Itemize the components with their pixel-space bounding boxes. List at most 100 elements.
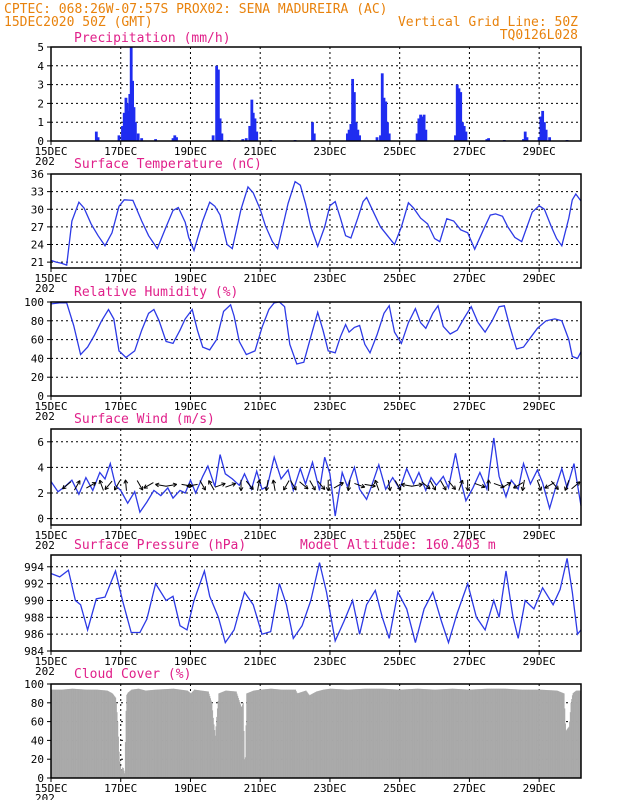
precip-bar: [522, 139, 525, 141]
precip-bar: [248, 125, 252, 141]
cloud-cover-column: [185, 690, 187, 778]
cloud-cover-column: [387, 689, 389, 778]
cloud-cover-column: [299, 692, 301, 778]
xtick-label: 21DEC: [244, 400, 277, 413]
cloud-cover-column: [96, 689, 98, 778]
ytick-label: 36: [31, 168, 44, 181]
cloud-cover-column: [459, 689, 461, 778]
cloud-cover-column: [406, 689, 408, 778]
panel-frame: [50, 554, 582, 652]
cloud-cover-column: [246, 693, 248, 778]
cloud-cover-column: [147, 690, 149, 778]
xtick-label: 27DEC: [453, 529, 486, 542]
cloud-cover-column: [142, 689, 144, 778]
cloud-cover-column: [55, 689, 57, 778]
cloud-cover-column: [72, 688, 74, 778]
cloud-cover-column: [94, 689, 96, 778]
cloud-cover-column: [80, 689, 82, 778]
cloud-cover-column: [426, 689, 428, 778]
cloud-cover-column: [309, 695, 311, 778]
xtick-label: 23DEC: [313, 145, 346, 158]
cloud-cover-column: [551, 690, 553, 778]
cloud-cover-column: [441, 689, 443, 778]
cloud-cover-column: [504, 688, 506, 778]
cloud-cover-column: [60, 689, 62, 778]
cloud-cover-column: [211, 702, 213, 778]
xtick-label: 15DEC: [34, 655, 67, 668]
xtick-label: 17DEC: [104, 529, 137, 542]
cloud-cover-column: [532, 689, 534, 778]
cloud-cover-column: [470, 689, 472, 778]
xtick-label: 17DEC: [104, 400, 137, 413]
cloud-cover-column: [85, 689, 87, 778]
cloud-cover-column: [477, 689, 479, 778]
cloud-cover-column: [241, 706, 243, 778]
cloud-cover-column: [348, 689, 350, 778]
panel-title-cloud: Cloud Cover (%): [74, 667, 191, 682]
cloud-cover-column: [323, 689, 325, 778]
cloud-cover-column: [237, 697, 239, 778]
xtick-label: 21DEC: [244, 782, 277, 795]
cloud-cover-column: [557, 691, 559, 778]
cloud-cover-column: [448, 688, 450, 778]
cloud-cover-column: [316, 691, 317, 778]
wind-arrow: [73, 480, 81, 491]
cloud-cover-column: [88, 689, 90, 778]
cloud-cover-column: [159, 689, 161, 778]
cloud-cover-column: [173, 688, 175, 778]
cloud-cover-column: [282, 689, 284, 778]
cloud-cover-column: [350, 689, 352, 778]
cloud-cover-column: [146, 690, 148, 778]
cloud-cover-column: [436, 689, 438, 778]
cloud-cover-column: [61, 689, 63, 778]
cloud-cover-column: [433, 689, 435, 778]
header-run-time: 15DEC2020 50Z (GMT): [4, 15, 153, 30]
precip-bar: [537, 137, 541, 141]
cloud-cover-column: [278, 689, 280, 778]
cloud-cover-column: [140, 689, 142, 778]
wind-arrow: [429, 480, 437, 491]
wind-arrow: [346, 479, 352, 492]
panel-title-precip: Precipitation (mm/h): [74, 31, 231, 46]
cloud-cover-column: [396, 689, 398, 778]
wind-arrow: [448, 480, 457, 490]
cloud-cover-column: [473, 689, 475, 778]
cloud-cover-column: [348, 689, 350, 778]
cloud-cover-column: [127, 692, 129, 778]
precip-bar: [454, 135, 457, 141]
cloud-cover-column: [491, 688, 493, 778]
cloud-cover-column: [578, 690, 580, 778]
cloud-cover-column: [444, 689, 446, 778]
xtick-label: 29DEC: [523, 782, 556, 795]
cloud-cover-column: [290, 689, 292, 778]
cloud-cover-column: [228, 690, 230, 778]
cloud-cover-column: [183, 690, 185, 778]
wind-arrow: [238, 479, 244, 492]
cloud-cover-column: [435, 689, 437, 778]
cloud-cover-column: [212, 717, 214, 778]
precip-bar: [94, 131, 98, 141]
cloud-cover-column: [244, 757, 246, 778]
cloud-cover-column: [98, 689, 100, 778]
cloud-cover-column: [288, 689, 290, 778]
cloud-cover-column: [283, 689, 285, 778]
cloud-cover-column: [516, 689, 518, 778]
cloud-cover-column: [469, 689, 471, 778]
panel-temp: 21 24 27 30 33 36 15DEC 17DEC 19DEC 21DEC 23DEC 25D…: [31, 157, 582, 295]
cloud-cover-column: [304, 691, 306, 778]
cloud-cover-column: [196, 689, 198, 778]
cloud-cover-column: [296, 692, 298, 778]
cloud-cover-column: [517, 689, 519, 778]
cloud-cover-column: [528, 689, 529, 778]
cloud-cover-column: [427, 689, 429, 778]
ytick-label: 0: [37, 772, 44, 785]
cloud-cover-column: [539, 689, 541, 778]
cloud-cover-column: [52, 689, 54, 778]
cloud-cover-column: [410, 689, 412, 778]
year-sublabel: 202: [35, 282, 55, 295]
cloud-cover-column: [553, 690, 555, 778]
wind-arrow: [474, 482, 486, 489]
cloud-cover-column: [274, 689, 276, 778]
cloud-cover-column: [195, 689, 197, 778]
cloud-cover-column: [99, 689, 101, 778]
